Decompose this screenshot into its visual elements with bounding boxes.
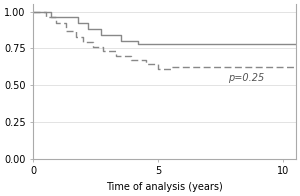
Text: p=0.25: p=0.25 bbox=[228, 74, 265, 83]
X-axis label: Time of analysis (years): Time of analysis (years) bbox=[106, 182, 223, 192]
